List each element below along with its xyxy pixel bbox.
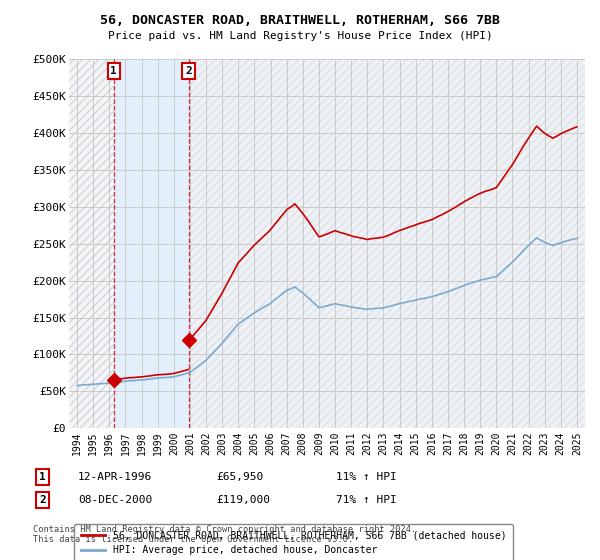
Text: £65,950: £65,950 [216, 472, 263, 482]
Legend: 56, DONCASTER ROAD, BRAITHWELL, ROTHERHAM, S66 7BB (detached house), HPI: Averag: 56, DONCASTER ROAD, BRAITHWELL, ROTHERHA… [74, 524, 513, 560]
Text: 11% ↑ HPI: 11% ↑ HPI [336, 472, 397, 482]
Text: 2: 2 [185, 66, 192, 76]
Bar [114, 59, 188, 428]
Text: 12-APR-1996: 12-APR-1996 [78, 472, 152, 482]
Text: Price paid vs. HM Land Registry's House Price Index (HPI): Price paid vs. HM Land Registry's House … [107, 31, 493, 41]
Text: 71% ↑ HPI: 71% ↑ HPI [336, 495, 397, 505]
Bar [69, 59, 114, 428]
Bar [188, 59, 585, 428]
Text: Contains HM Land Registry data © Crown copyright and database right 2024.
This d: Contains HM Land Registry data © Crown c… [33, 525, 416, 544]
Text: 2: 2 [39, 495, 46, 505]
Text: 56, DONCASTER ROAD, BRAITHWELL, ROTHERHAM, S66 7BB: 56, DONCASTER ROAD, BRAITHWELL, ROTHERHA… [100, 14, 500, 27]
Text: 1: 1 [110, 66, 117, 76]
Text: 1: 1 [39, 472, 46, 482]
Text: 08-DEC-2000: 08-DEC-2000 [78, 495, 152, 505]
Text: £119,000: £119,000 [216, 495, 270, 505]
Bar [69, 59, 114, 428]
